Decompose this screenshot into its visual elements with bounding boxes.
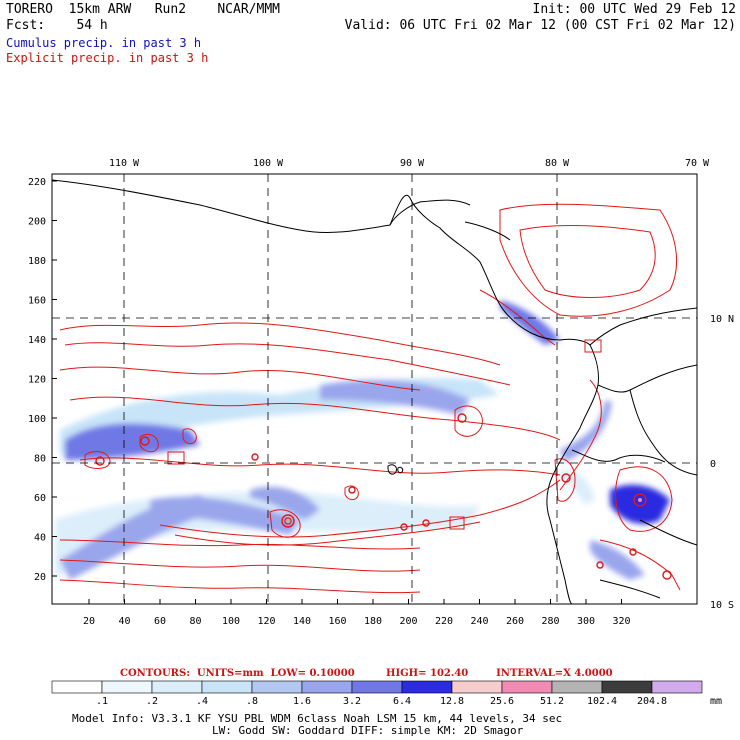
top-lon-label: 70 W xyxy=(685,158,710,169)
hires-cell-fills xyxy=(285,498,642,524)
colorbar-label: .1 xyxy=(96,696,108,707)
cumulus-precip-field xyxy=(55,300,670,580)
left-y-label: 220 xyxy=(28,177,46,188)
bottom-x-label: 280 xyxy=(541,616,559,627)
colorbar-label: 3.2 xyxy=(343,696,361,707)
bottom-x-label: 320 xyxy=(612,616,630,627)
bottom-x-label: 40 xyxy=(118,616,130,627)
left-y-label: 160 xyxy=(28,296,46,307)
colorbar: .1 .2 .4 .8 1.6 3.2 6.4 12.8 25.6 51.2 102.4 204.8 m… xyxy=(51,680,722,707)
top-lon-label: 110 W xyxy=(109,158,140,169)
model-org: NCAR/MMM xyxy=(217,2,280,17)
right-lat-label: 0 xyxy=(710,459,716,470)
hires-cells xyxy=(95,413,672,580)
bottom-x-label: 200 xyxy=(399,616,417,627)
contours-interval: INTERVAL=X 4.0000 xyxy=(496,668,613,679)
fcst-label: Fcst: xyxy=(6,18,46,33)
bottom-x-label: 260 xyxy=(506,616,524,627)
contours-high: HIGH= 102.40 xyxy=(386,668,469,679)
coastlines xyxy=(52,179,697,604)
contours-info: CONTOURS: UNITS=mm LOW= 0.10000 HIGH= 10… xyxy=(120,668,613,679)
model-info-line2: LW: Godd SW: Goddard DIFF: simple KM: 2D… xyxy=(212,724,524,737)
left-y-label: 140 xyxy=(28,335,46,346)
left-y-label: 60 xyxy=(34,493,46,504)
colorbar-swatch xyxy=(101,680,153,694)
colorbar-label: .4 xyxy=(196,696,208,707)
valid-time: Valid: 06 UTC Fri 02 Mar 12 (00 CST Fri … xyxy=(344,18,736,33)
left-y-label: 180 xyxy=(28,256,46,267)
colorbar-swatch xyxy=(401,680,453,694)
top-lon-label: 100 W xyxy=(253,158,284,169)
explicit-precip-contours xyxy=(59,203,681,594)
colorbar-label: 1.6 xyxy=(293,696,311,707)
right-lat-label: 10 S xyxy=(710,600,734,611)
colorbar-swatch xyxy=(151,680,203,694)
colorbar-label: 12.8 xyxy=(440,696,464,707)
init-time: Init: 00 UTC Wed 29 Feb 12 xyxy=(532,2,737,17)
colorbar-label: 204.8 xyxy=(637,696,667,707)
colorbar-swatch xyxy=(601,680,653,694)
colorbar-label: 102.4 xyxy=(587,696,617,707)
colorbar-swatch xyxy=(351,680,403,694)
model-info-line1: Model Info: V3.3.1 KF YSU PBL WDM 6class… xyxy=(72,712,563,725)
colorbar-swatch xyxy=(251,680,303,694)
left-y-label: 120 xyxy=(28,375,46,386)
top-lon-label: 80 W xyxy=(545,158,570,169)
contours-low: LOW= 0.10000 xyxy=(270,668,355,679)
bottom-x-label: 240 xyxy=(470,616,488,627)
explicit-title: Explicit precip. in past 3 h xyxy=(6,51,209,65)
lat-lon-grid xyxy=(52,174,697,604)
header-model: TORERO 15km ARW Run2 NCAR/MMM xyxy=(6,2,280,17)
contours-label: CONTOURS: xyxy=(120,668,190,679)
colorbar-label: .8 xyxy=(246,696,258,707)
colorbar-swatch xyxy=(551,680,603,694)
model-grid: 15km ARW xyxy=(68,2,132,17)
colorbar-swatch xyxy=(301,680,353,694)
axis-labels: 110 W 100 W 90 W 80 W 70 W 10 N 0 10 S 220 200 180… xyxy=(28,158,734,627)
colorbar-label: .2 xyxy=(146,696,158,707)
colorbar-label: 25.6 xyxy=(490,696,514,707)
colorbar-label: 6.4 xyxy=(393,696,411,707)
model-name: TORERO xyxy=(6,2,53,17)
right-lat-label: 10 N xyxy=(710,314,734,325)
forecast-hour: Fcst: 54 h xyxy=(6,18,108,33)
colorbar-swatch xyxy=(651,680,703,694)
colorbar-unit: mm xyxy=(710,696,722,707)
bottom-x-label: 160 xyxy=(328,616,346,627)
bottom-x-label: 20 xyxy=(83,616,95,627)
colorbar-swatch xyxy=(501,680,553,694)
map-frame xyxy=(51,173,698,605)
island-markers xyxy=(167,339,602,530)
bottom-x-label: 140 xyxy=(293,616,311,627)
left-y-label: 80 xyxy=(34,454,46,465)
bottom-x-label: 120 xyxy=(257,616,275,627)
bottom-x-label: 80 xyxy=(189,616,201,627)
colorbar-label: 51.2 xyxy=(540,696,564,707)
bottom-x-label: 60 xyxy=(154,616,166,627)
colorbar-swatch xyxy=(51,680,103,694)
fcst-value: 54 h xyxy=(76,18,108,33)
colorbar-swatch xyxy=(451,680,503,694)
model-run: Run2 xyxy=(154,2,187,17)
axis-ticks xyxy=(52,180,622,604)
left-y-label: 40 xyxy=(34,533,46,544)
top-lon-label: 90 W xyxy=(400,158,425,169)
bottom-x-label: 220 xyxy=(435,616,453,627)
bottom-x-label: 100 xyxy=(222,616,240,627)
left-y-label: 200 xyxy=(28,217,46,228)
cumulus-title: Cumulus precip. in past 3 h xyxy=(6,36,202,50)
colorbar-swatch xyxy=(201,680,253,694)
contours-units: UNITS=mm xyxy=(196,668,264,679)
bottom-x-label: 300 xyxy=(577,616,595,627)
left-y-label: 100 xyxy=(28,414,46,425)
left-y-label: 20 xyxy=(34,572,46,583)
bottom-x-label: 180 xyxy=(364,616,382,627)
